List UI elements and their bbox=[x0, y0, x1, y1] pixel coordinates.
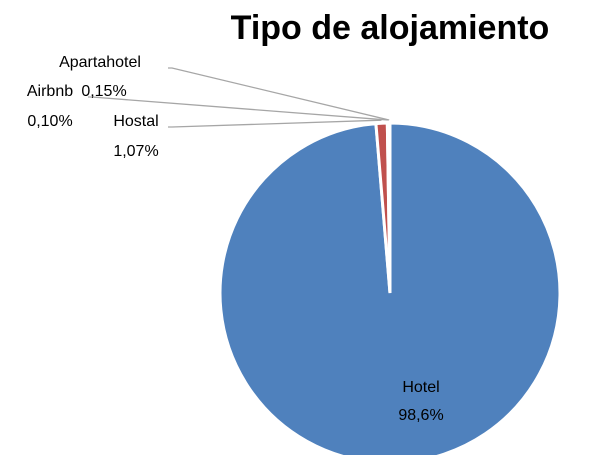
slice-value-label: 0,10% bbox=[27, 113, 72, 130]
chart-title: Tipo de alojamiento bbox=[231, 9, 550, 47]
pie-slice bbox=[386, 121, 392, 294]
leader-line bbox=[88, 96, 388, 121]
slice-label: Hotel bbox=[402, 379, 439, 396]
slice-value-label: 1,07% bbox=[113, 143, 158, 160]
slice-value-label: 98,6% bbox=[398, 407, 443, 424]
slice-label: Airbnb bbox=[27, 83, 73, 100]
slice-label: Hostal bbox=[113, 113, 158, 130]
leader-line bbox=[168, 67, 390, 121]
slice-value-label: 0,15% bbox=[81, 83, 126, 100]
leader-line bbox=[168, 119, 382, 128]
slice-label: Apartahotel bbox=[59, 54, 141, 71]
